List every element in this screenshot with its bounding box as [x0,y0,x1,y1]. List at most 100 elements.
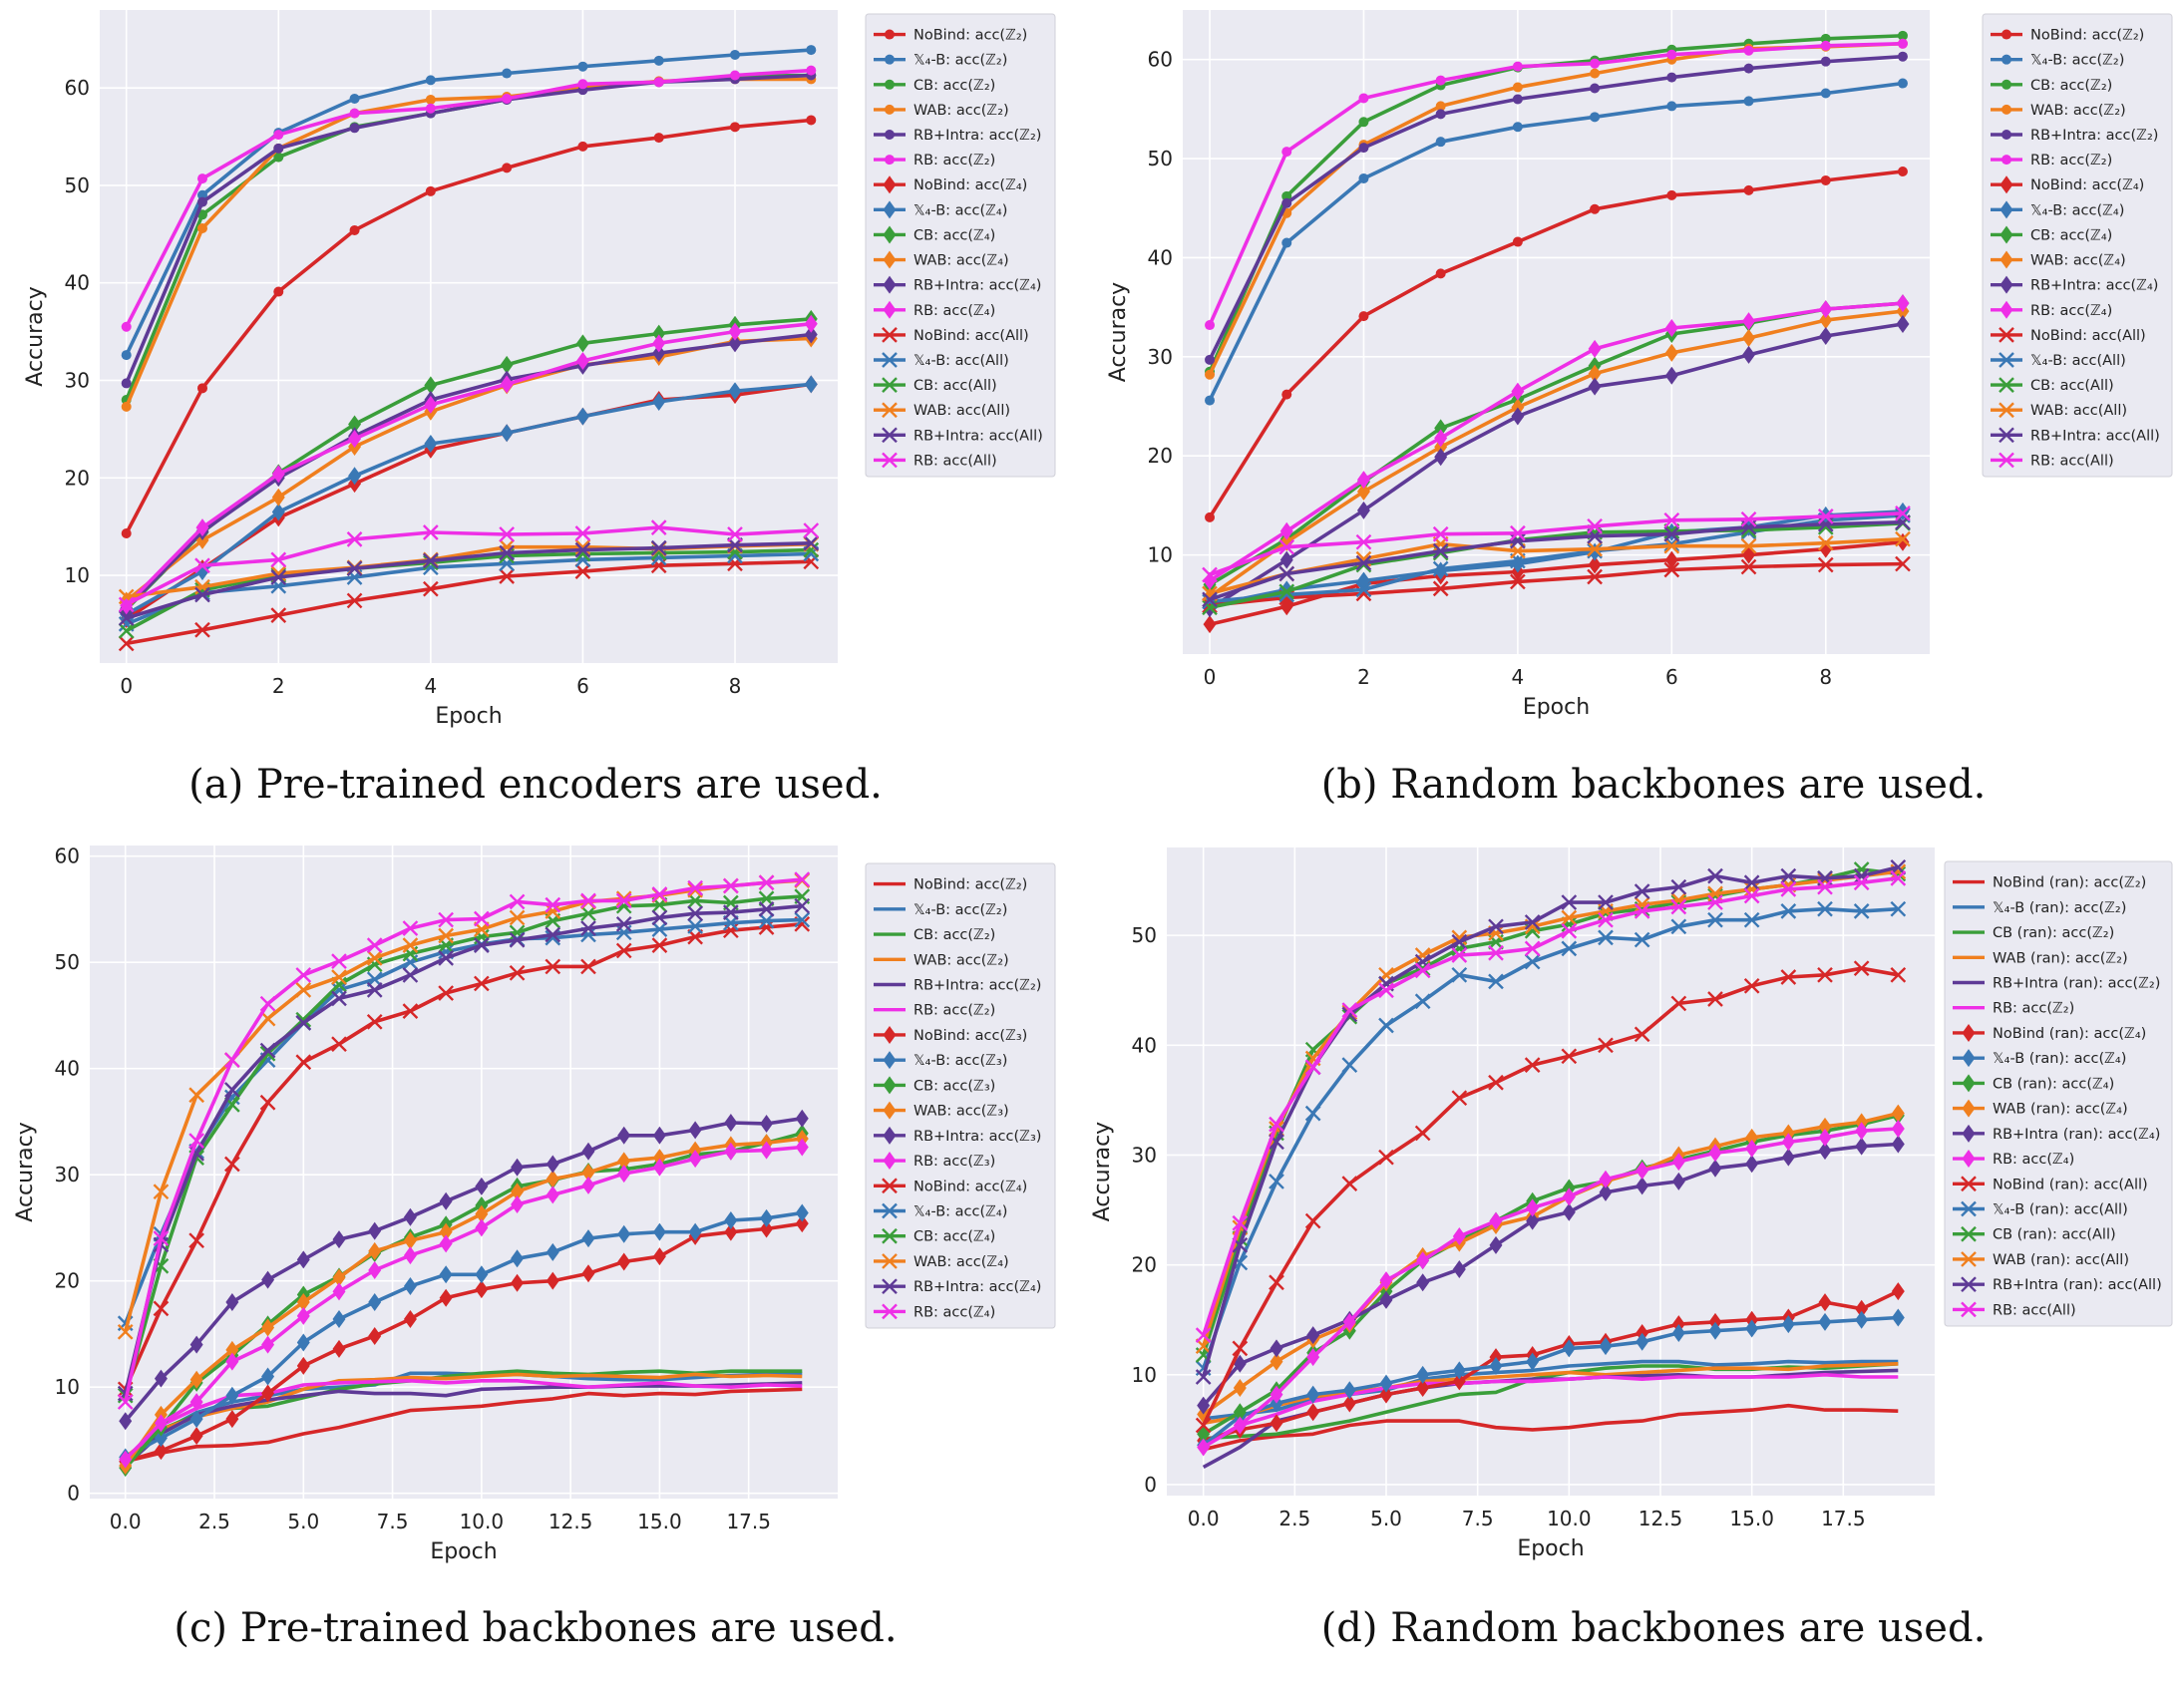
data-point [196,189,207,200]
data-point [1270,1385,1283,1404]
data-point [580,958,596,975]
data-point [1203,615,1217,634]
data-point [1416,1251,1430,1270]
series-path [125,322,812,607]
data-point [1897,38,1908,49]
data-point [1820,56,1831,67]
data-point [653,77,664,88]
data-point [1488,1074,1504,1091]
legend-item: NoBind: acc(All) [874,327,1029,344]
data-point [1355,554,1372,571]
legend-item: CB: acc(ℤ₃) [874,1076,995,1095]
y-tick-label: 40 [65,271,90,295]
data-point [1895,530,1911,547]
legend-marker [2000,275,2013,294]
legend-label: RB: acc(ℤ₂) [1993,1001,2074,1017]
data-point [225,1352,239,1371]
data-point [154,1429,168,1448]
data-point [1745,1139,1759,1158]
data-point [349,93,360,104]
data-point [1269,1116,1284,1133]
data-point [728,322,742,341]
data-point [1817,900,1833,917]
legend-label: WAB: acc(ℤ₂) [913,952,1009,968]
x-tick-label: 2 [1357,665,1370,689]
data-point [423,580,439,597]
data-point [509,931,526,948]
data-point [545,926,561,943]
data-point [577,61,588,72]
data-point [1664,366,1678,385]
data-point [1489,1211,1503,1230]
data-point [1451,933,1468,950]
legend-label: RB+Intra: acc(ℤ₄) [2030,278,2158,294]
data-point [1232,1340,1249,1357]
legend-marker [883,225,897,244]
x-tick-label: 4 [424,674,437,698]
data-point [687,881,703,898]
data-point [615,892,632,909]
data-point [1233,1379,1247,1398]
series-line [1203,1403,1899,1452]
data-point [423,524,439,540]
data-point [1853,903,1870,919]
data-point [1524,940,1541,957]
data-point [424,435,438,454]
legend-label: NoBind (ran): acc(All) [1993,1177,2148,1192]
data-point [1561,894,1578,910]
data-point [1590,112,1601,123]
data-point [1890,869,1907,886]
data-point [225,1386,239,1405]
data-point [1636,1177,1649,1195]
data-point [1526,1211,1540,1230]
data-point [403,1276,417,1295]
data-point [425,75,436,86]
data-point [1451,966,1468,983]
legend-label: RB+Intra (ran): acc(All) [1993,1277,2162,1293]
data-point [617,1252,631,1271]
x-axis-label: Epoch [1523,695,1590,720]
legend-label: RB: acc(ℤ₂) [913,1003,995,1019]
legend-marker [883,300,897,319]
data-point [425,185,436,196]
data-point [1510,573,1526,590]
x-tick-label: 15.0 [1729,1507,1774,1530]
panel-d: 0 10 20 30 40 50 0.0 2.5 5.0 7.5 10.0 12.5 15.0 17.5 E… [1090,847,2173,1651]
data-point [331,1036,347,1053]
data-point [1853,960,1870,977]
data-point [1526,1352,1540,1371]
data-point [271,503,285,521]
series-path [125,1387,803,1464]
data-point [804,314,818,333]
data-point [474,937,490,953]
data-point [1281,197,1292,208]
data-point [189,1393,203,1412]
legend-label: CB: acc(ℤ₄) [2030,227,2112,243]
x-axis-label: Epoch [435,704,502,729]
legend-label: WAB: acc(ℤ₂) [2030,103,2126,119]
data-point [1855,1310,1869,1329]
x-tick-label: 8 [729,674,742,698]
legend-marker [1999,402,2014,419]
data-point [1435,137,1446,148]
data-point [1488,973,1504,990]
data-point [348,430,362,449]
x-tick-label: 12.5 [548,1510,593,1533]
legend-item: 𝕏₄-B: acc(ℤ₂) [874,53,1007,69]
data-point [261,1318,275,1337]
data-point [574,525,591,541]
data-point [617,1224,631,1243]
series-path [1208,169,1904,518]
legend-item: RB+Intra: acc(ℤ₄) [874,1278,1041,1295]
legend-label: WAB: acc(ℤ₄) [2030,253,2126,269]
data-point [270,551,287,568]
data-point [1341,1057,1358,1073]
y-tick-label: 10 [65,563,90,587]
data-point [1524,914,1541,930]
data-point [652,1126,666,1145]
series-path [124,1116,803,1423]
data-point [1379,1290,1393,1309]
data-point [574,563,591,579]
series-path [124,1372,803,1459]
data-point [1587,540,1603,557]
